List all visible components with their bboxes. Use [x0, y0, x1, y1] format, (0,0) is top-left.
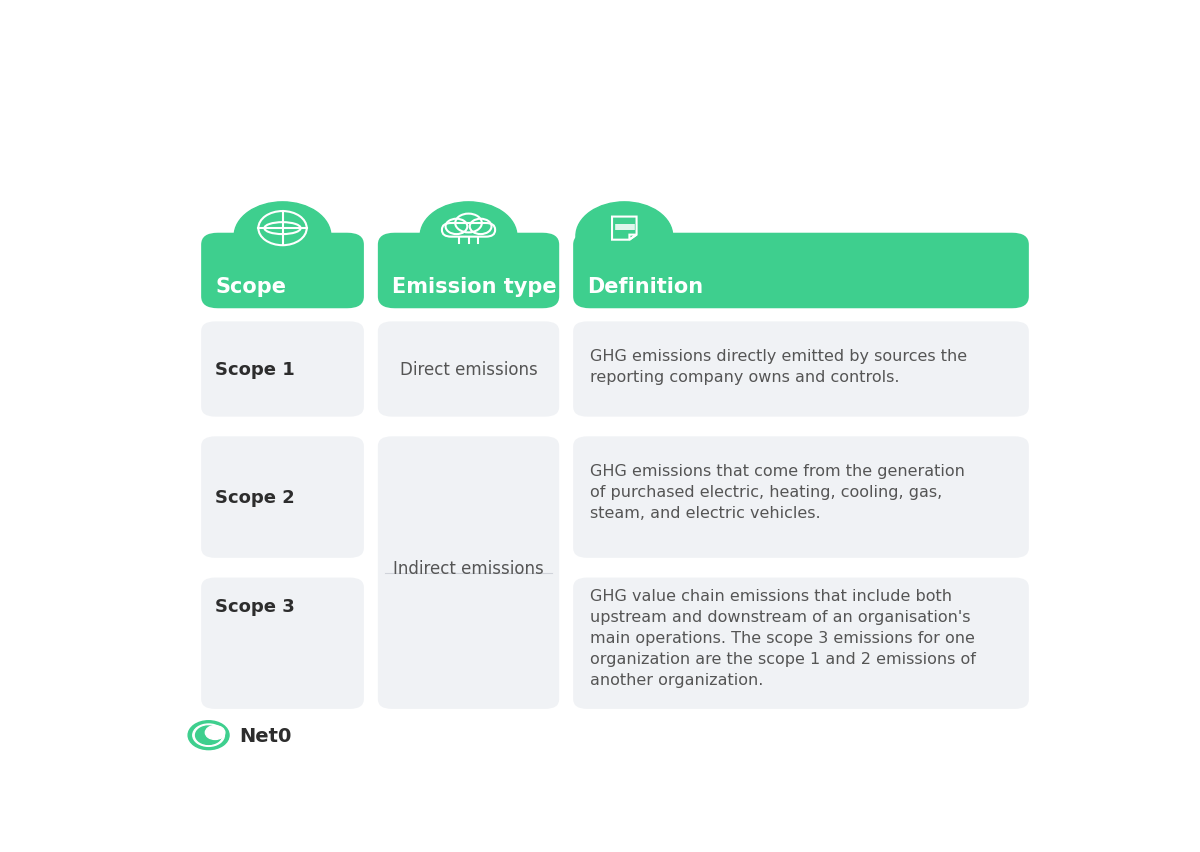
- Text: Emission type: Emission type: [391, 276, 557, 296]
- Text: Scope 1: Scope 1: [215, 360, 295, 378]
- Circle shape: [196, 726, 222, 745]
- Text: GHG value chain emissions that include both
upstream and downstream of an organi: GHG value chain emissions that include b…: [590, 589, 976, 688]
- Text: GHG emissions that come from the generation
of purchased electric, heating, cool: GHG emissions that come from the generat…: [590, 463, 965, 521]
- Text: Scope: Scope: [215, 276, 286, 296]
- FancyBboxPatch shape: [378, 322, 559, 417]
- Text: GHG emissions directly emitted by sources the
reporting company owns and control: GHG emissions directly emitted by source…: [590, 348, 967, 384]
- Circle shape: [193, 724, 224, 746]
- FancyBboxPatch shape: [574, 233, 1028, 309]
- Circle shape: [188, 721, 229, 750]
- FancyBboxPatch shape: [378, 437, 559, 709]
- Text: Scope 2: Scope 2: [215, 488, 295, 506]
- Circle shape: [576, 203, 673, 271]
- FancyBboxPatch shape: [574, 437, 1028, 558]
- Text: Net0: Net0: [239, 726, 292, 745]
- FancyBboxPatch shape: [574, 578, 1028, 709]
- FancyBboxPatch shape: [574, 322, 1028, 417]
- Circle shape: [420, 203, 517, 271]
- Text: Direct emissions: Direct emissions: [400, 360, 538, 378]
- FancyBboxPatch shape: [202, 578, 364, 709]
- Text: Definition: Definition: [587, 276, 703, 296]
- FancyBboxPatch shape: [202, 233, 364, 309]
- Text: Scope 3: Scope 3: [215, 597, 295, 615]
- FancyBboxPatch shape: [202, 437, 364, 558]
- Circle shape: [234, 203, 331, 271]
- Circle shape: [205, 726, 224, 740]
- Text: Indirect emissions: Indirect emissions: [394, 559, 544, 577]
- FancyBboxPatch shape: [202, 322, 364, 417]
- FancyBboxPatch shape: [378, 233, 559, 309]
